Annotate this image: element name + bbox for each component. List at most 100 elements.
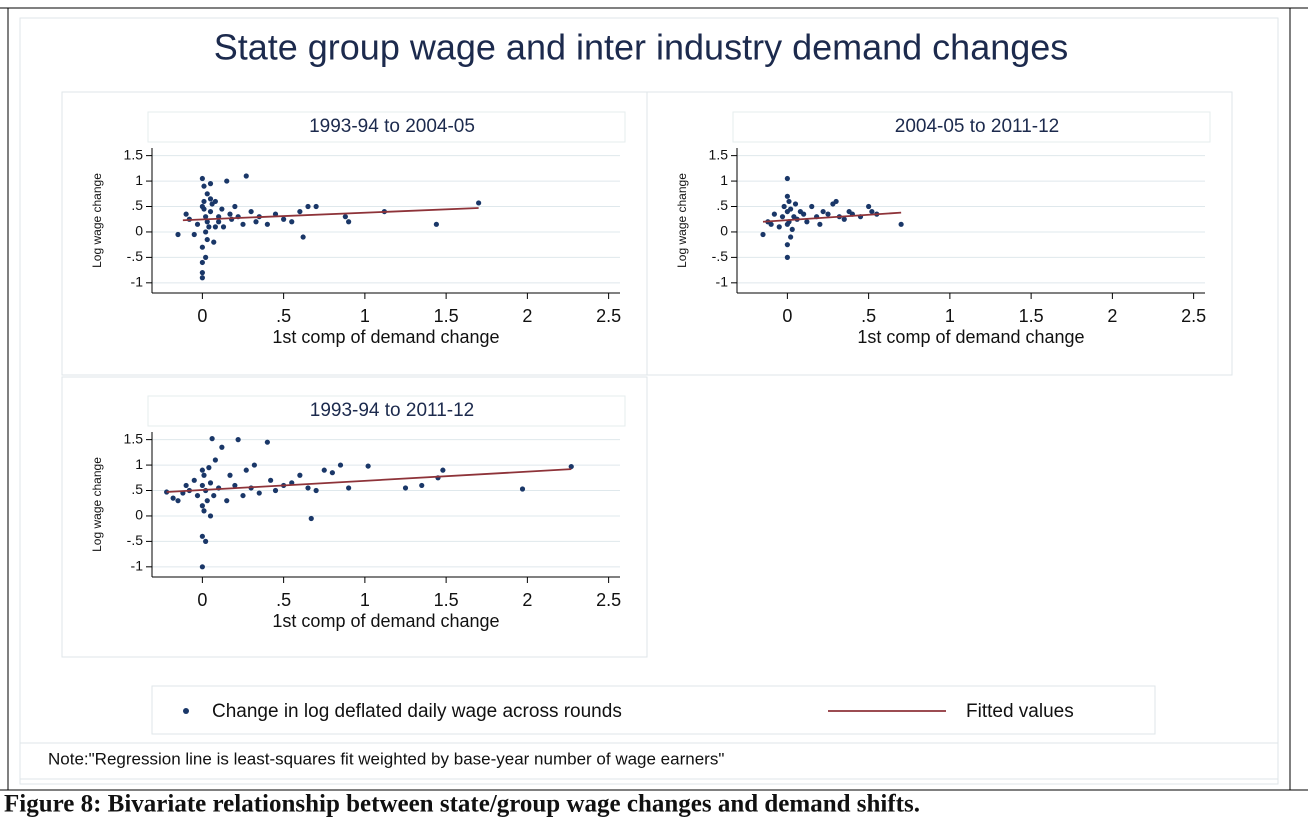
scatter-point: [820, 208, 826, 215]
scatter-point: [898, 221, 904, 227]
scatter-point: [568, 463, 574, 470]
scatter-point: [204, 236, 210, 243]
x-tick-label: 1.5: [434, 590, 459, 610]
panel-title: 1993-94 to 2004-05: [309, 116, 475, 137]
y-tick-label: 1.5: [124, 146, 144, 162]
scatter-point: [199, 533, 205, 539]
y-tick-label: 1.5: [709, 146, 729, 162]
fitted-line: [166, 468, 572, 493]
legend-marker: [183, 708, 189, 714]
scatter-point: [817, 221, 823, 227]
y-tick-label: .5: [716, 197, 728, 213]
panel-title: 2004-05 to 2011-12: [895, 116, 1059, 137]
scatter-point: [781, 203, 787, 210]
y-tick-label: -1: [131, 558, 144, 574]
y-tick-label: 1.5: [124, 430, 144, 446]
scatter-point: [175, 231, 181, 238]
x-tick-label: 2.5: [596, 590, 621, 610]
scatter-point: [203, 229, 209, 235]
panel-box: [646, 91, 1233, 376]
x-tick-label: 1: [360, 590, 370, 610]
scatter-point: [201, 198, 207, 205]
scatter-point: [183, 482, 189, 489]
scatter-point: [211, 492, 217, 499]
x-tick-label: 1: [360, 306, 370, 326]
scatter-point: [329, 470, 335, 476]
scatter-point: [789, 226, 795, 233]
x-tick-label: .5: [276, 590, 291, 610]
x-tick-label: .5: [861, 306, 876, 326]
x-tick-label: 2.5: [1181, 306, 1206, 326]
scatter-point: [804, 219, 810, 225]
scatter-point: [227, 211, 233, 217]
scatter-point: [289, 219, 295, 225]
main-title: State group wage and inter industry dema…: [214, 27, 1069, 68]
scatter-point: [212, 224, 218, 230]
y-tick-label: .5: [131, 481, 143, 497]
scatter-point: [281, 216, 287, 222]
y-tick-label: -.5: [127, 532, 144, 548]
scatter-point: [243, 173, 249, 179]
scatter-point: [771, 211, 777, 217]
panel-box: [61, 376, 648, 658]
figure-caption: Figure 8: Bivariate relationship between…: [4, 791, 920, 818]
x-axis-label: 1st comp of demand change: [857, 327, 1084, 347]
y-tick-label: 0: [720, 223, 728, 239]
scatter-point: [194, 221, 201, 227]
scatter-point: [206, 465, 212, 471]
scatter-point: [256, 490, 262, 496]
x-tick-label: 0: [197, 306, 207, 326]
y-tick-label: .5: [131, 197, 143, 213]
scatter-point: [801, 211, 807, 217]
scatter-point: [207, 513, 214, 519]
scatter-point: [203, 214, 209, 220]
scatter-point: [204, 219, 210, 225]
scatter-point: [203, 254, 209, 260]
scatter-point: [199, 175, 205, 182]
scatter-point: [232, 203, 238, 210]
scatter-point: [199, 259, 205, 266]
scatter-point: [212, 198, 218, 205]
scatter-point: [440, 467, 446, 473]
x-axis-label: 1st comp of demand change: [272, 611, 499, 631]
scatter-point: [313, 203, 319, 210]
scatter-point: [207, 181, 214, 187]
scatter-point: [199, 270, 205, 276]
scatter-point: [209, 436, 215, 442]
scatter-point: [788, 234, 794, 240]
scatter-point: [305, 485, 311, 491]
scatter-point: [219, 444, 225, 450]
scatter-point: [235, 437, 241, 443]
scatter-point: [784, 242, 790, 248]
scatter-point: [419, 482, 425, 489]
scatter-point: [199, 467, 205, 473]
y-tick-label: -1: [131, 274, 144, 290]
scatter-point: [305, 203, 311, 210]
scatter-point: [191, 477, 197, 483]
scatter-point: [784, 254, 790, 260]
x-tick-label: 2: [522, 590, 532, 610]
y-axis-label: Log wage change: [90, 457, 104, 552]
y-tick-label: -.5: [127, 248, 144, 264]
scatter-point: [342, 214, 348, 220]
scatter-point: [841, 216, 847, 222]
scatter-point: [788, 206, 794, 212]
y-tick-label: 0: [135, 223, 143, 239]
graph-region: [19, 17, 1279, 785]
note: Note:"Regression line is least-squares f…: [48, 749, 724, 768]
scatter-point: [784, 221, 790, 227]
scatter-point: [204, 191, 210, 197]
scatter-point: [207, 480, 214, 486]
scatter-point: [833, 198, 839, 205]
scatter-point: [253, 219, 259, 225]
scatter-point: [232, 482, 238, 489]
scatter-point: [224, 178, 230, 184]
scatter-point: [201, 183, 207, 189]
scatter-point: [313, 487, 319, 494]
title-band: [147, 111, 626, 143]
scatter-point: [433, 221, 439, 227]
scatter-point: [240, 221, 246, 227]
y-tick-label: -.5: [712, 248, 729, 264]
scatter-point: [272, 211, 279, 217]
scatter-point: [297, 208, 303, 215]
